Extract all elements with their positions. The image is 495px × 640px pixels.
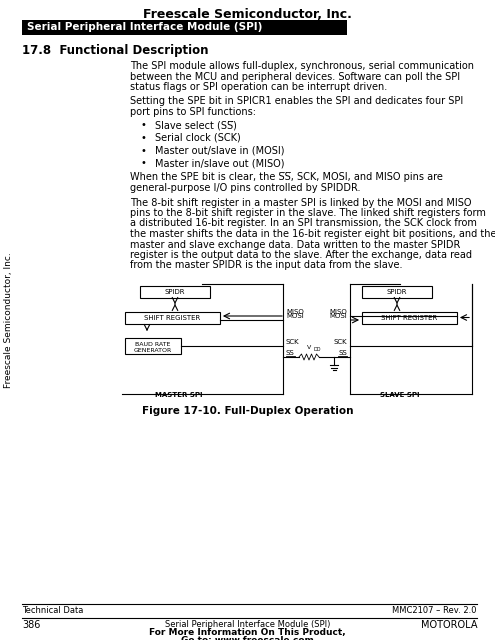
Text: Figure 17-10. Full-Duplex Operation: Figure 17-10. Full-Duplex Operation (142, 406, 353, 416)
Text: DD: DD (313, 347, 320, 352)
Text: SCK: SCK (333, 339, 347, 345)
Bar (140, 286, 210, 298)
Text: pins to the 8-bit shift register in the slave. The linked shift registers form: pins to the 8-bit shift register in the … (130, 208, 486, 218)
Text: Slave select (SS̅): Slave select (SS̅) (155, 120, 237, 131)
Text: master and slave exchange data. Data written to the master SPIDR: master and slave exchange data. Data wri… (130, 239, 460, 250)
Text: Master out/slave in (MOSI): Master out/slave in (MOSI) (155, 145, 285, 156)
Bar (125, 338, 181, 354)
Text: status flags or SPI operation can be interrupt driven.: status flags or SPI operation can be int… (130, 82, 387, 92)
Text: GENERATOR: GENERATOR (134, 348, 172, 353)
Text: BAUD RATE: BAUD RATE (135, 342, 171, 346)
Text: MMC2107 – Rev. 2.0: MMC2107 – Rev. 2.0 (393, 606, 477, 615)
Text: SPIDR: SPIDR (165, 289, 185, 295)
Text: SHIFT REGISTER: SHIFT REGISTER (145, 315, 200, 321)
Bar (22, 20, 347, 35)
Text: 386: 386 (22, 620, 41, 630)
Bar (125, 312, 220, 324)
Bar (362, 286, 432, 298)
Text: Freescale Semiconductor, Inc.: Freescale Semiconductor, Inc. (4, 252, 13, 388)
Text: register is the output data to the slave. After the exchange, data read: register is the output data to the slave… (130, 250, 472, 260)
Bar (362, 312, 457, 324)
Text: SCK: SCK (286, 339, 299, 345)
Text: MISO: MISO (329, 309, 347, 315)
Text: a distributed 16-bit register. In an SPI transmission, the SCK clock from: a distributed 16-bit register. In an SPI… (130, 218, 477, 228)
Text: Master in/slave out (MISO): Master in/slave out (MISO) (155, 158, 285, 168)
Text: Setting the SPE bit in SPICR1 enables the SPI and dedicates four SPI: Setting the SPE bit in SPICR1 enables th… (130, 97, 463, 106)
Text: MOSI: MOSI (286, 313, 304, 319)
Text: V: V (307, 345, 311, 350)
Text: from the master SPIDR is the input data from the slave.: from the master SPIDR is the input data … (130, 260, 402, 271)
Text: •: • (141, 120, 147, 131)
Text: the master shifts the data in the 16-bit register eight bit positions, and the: the master shifts the data in the 16-bit… (130, 229, 495, 239)
Text: When the SPE bit is clear, the S̅S̅, SCK, MOSI, and MISO pins are: When the SPE bit is clear, the S̅S̅, SCK… (130, 173, 443, 182)
Text: 17.8  Functional Description: 17.8 Functional Description (22, 44, 208, 57)
Text: •: • (141, 145, 147, 156)
Text: Technical Data: Technical Data (22, 606, 83, 615)
Text: Serial Peripheral Interface Module (SPI): Serial Peripheral Interface Module (SPI) (27, 22, 262, 33)
Text: SHIFT REGISTER: SHIFT REGISTER (381, 315, 438, 321)
Text: MOSI: MOSI (329, 313, 347, 319)
Text: Go to: www.freescale.com: Go to: www.freescale.com (181, 636, 314, 640)
Text: SPIDR: SPIDR (387, 289, 407, 295)
Text: between the MCU and peripheral devices. Software can poll the SPI: between the MCU and peripheral devices. … (130, 72, 460, 81)
Text: Serial clock (SCK): Serial clock (SCK) (155, 133, 241, 143)
Text: SS: SS (338, 350, 347, 356)
Text: SLAVE SPI: SLAVE SPI (380, 392, 420, 398)
Text: MASTER SPI: MASTER SPI (155, 392, 203, 398)
Text: general-purpose I/O pins controlled by SPIDDR.: general-purpose I/O pins controlled by S… (130, 183, 360, 193)
Text: The 8-bit shift register in a master SPI is linked by the MOSI and MISO: The 8-bit shift register in a master SPI… (130, 198, 472, 207)
Text: port pins to SPI functions:: port pins to SPI functions: (130, 107, 256, 117)
Text: The SPI module allows full-duplex, synchronous, serial communication: The SPI module allows full-duplex, synch… (130, 61, 474, 71)
Text: Freescale Semiconductor, Inc.: Freescale Semiconductor, Inc. (143, 8, 352, 21)
Text: •: • (141, 158, 147, 168)
Text: SS: SS (286, 350, 295, 356)
Text: MISO: MISO (286, 309, 304, 315)
Text: For More Information On This Product,: For More Information On This Product, (149, 628, 346, 637)
Text: MOTOROLA: MOTOROLA (420, 620, 477, 630)
Text: •: • (141, 133, 147, 143)
Text: Serial Peripheral Interface Module (SPI): Serial Peripheral Interface Module (SPI) (165, 620, 330, 629)
